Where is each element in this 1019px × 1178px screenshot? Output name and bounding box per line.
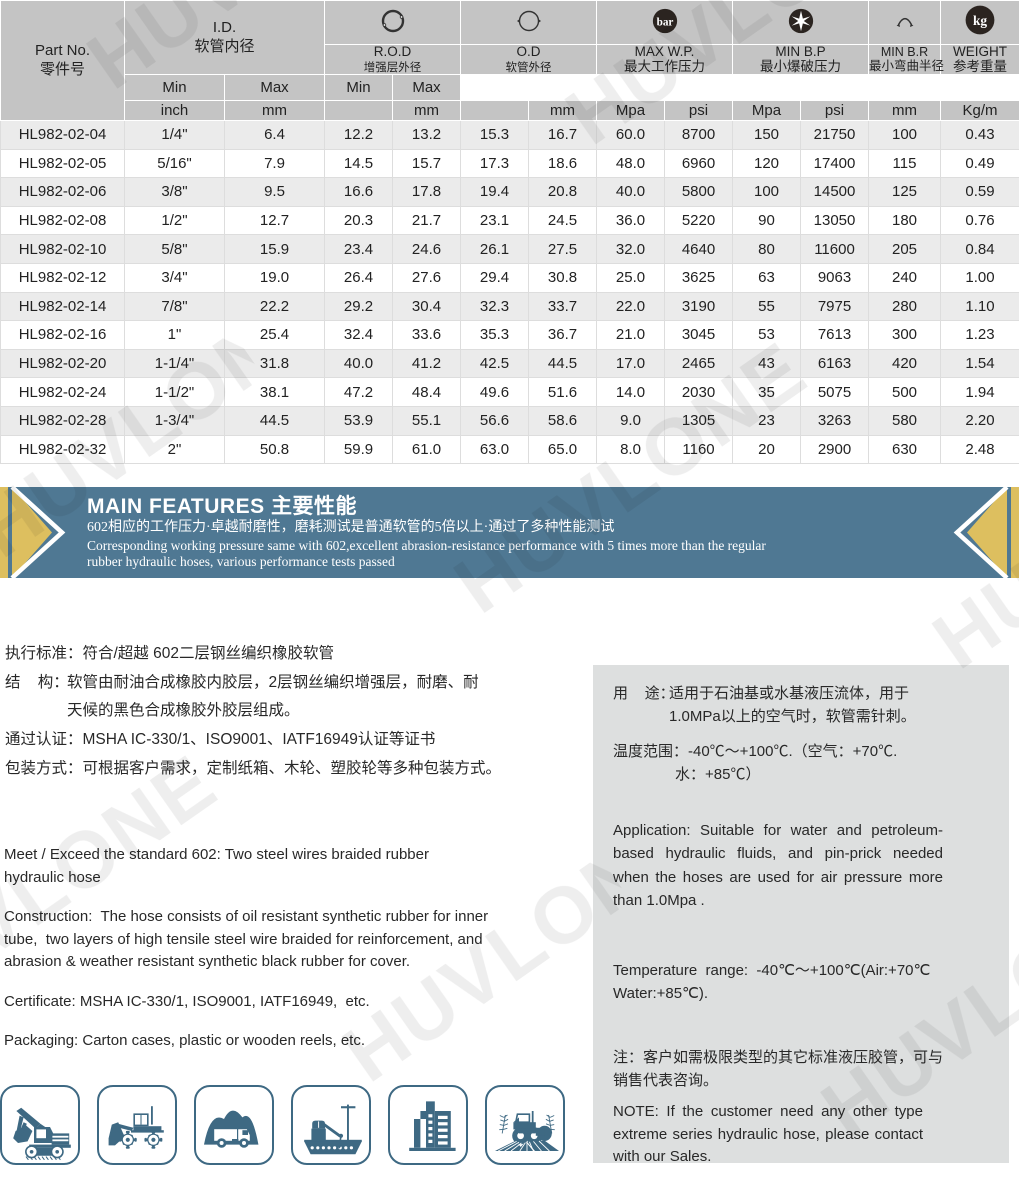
svg-text:kg: kg xyxy=(973,12,987,27)
svg-text:bar: bar xyxy=(656,16,673,28)
